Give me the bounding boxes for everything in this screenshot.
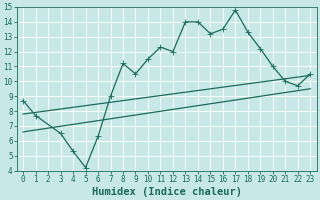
X-axis label: Humidex (Indice chaleur): Humidex (Indice chaleur) — [92, 186, 242, 197]
